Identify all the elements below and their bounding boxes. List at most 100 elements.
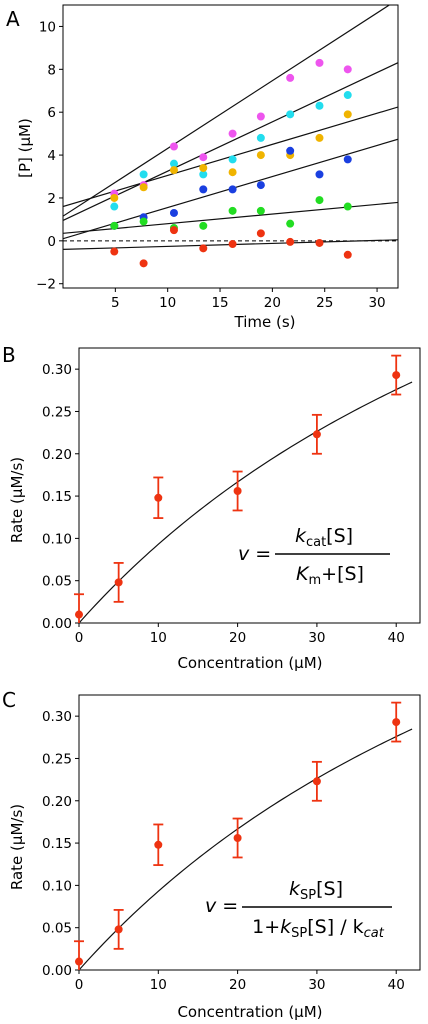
panel-b-point [312, 430, 321, 439]
panel-a-fit-line-2 [63, 62, 398, 222]
panel-a-point-series-5 [228, 206, 237, 215]
panel-a-point-series-5 [139, 217, 148, 226]
panel-a-point-series-2 [139, 170, 148, 179]
panel-c-x-tick-label: 10 [150, 977, 167, 993]
panel-b-x-tick-label: 30 [308, 630, 325, 646]
panel-a-fit-line-1 [63, 5, 391, 217]
panel-c-point [392, 718, 401, 727]
panel-a-y-tick-label: 10 [39, 19, 56, 35]
panel-c-y-tick-label: 0.05 [42, 921, 72, 937]
panel-a-point-series-6 [110, 247, 119, 256]
panel-b-point [75, 610, 83, 619]
panel-a-fit-line-5 [63, 201, 398, 234]
panel-b-x-tick-label: 10 [150, 630, 167, 646]
panel-c-x-tick-label: 20 [229, 977, 246, 993]
panel-c-ylabel: Rate (µM/s) [8, 804, 26, 890]
panel-a-point-series-3 [110, 193, 119, 202]
panel-c-point [154, 840, 163, 849]
panel-c-point [75, 957, 83, 966]
panel-a-xlabel: Time (s) [234, 313, 296, 331]
panel-c-x-tick-label: 40 [388, 977, 405, 993]
panel-a-point-series-3 [228, 168, 237, 177]
panel-a-point-series-2 [256, 133, 265, 142]
panel-letter-c: C [2, 688, 16, 712]
panel-a-point-series-2 [343, 91, 352, 100]
panel-b-x-tick-label: 0 [75, 630, 84, 646]
panel-c-point [114, 925, 123, 934]
panel-c-fit-curve [78, 728, 413, 971]
panel-c-xlabel: Concentration (µM) [177, 1003, 322, 1021]
panel-a-point-series-1 [199, 153, 208, 162]
panel-a-x-tick-label: 5 [111, 295, 120, 311]
panel-a-point-series-2 [315, 101, 324, 110]
panel-a-point-series-2 [199, 170, 208, 179]
panel-b-y-tick-label: 0.00 [42, 616, 72, 632]
panel-a-point-series-1 [315, 58, 324, 67]
panel-a-plot-frame [62, 4, 399, 289]
panel-c: 0 10 20 30 40 0.00 0.05 0.10 0.15 0.20 0.25 0.30 [42, 694, 421, 993]
panel-a-point-series-4 [343, 155, 352, 164]
panel-b-x-tick-label: 40 [388, 630, 405, 646]
panel-b-y-tick-label: 0.15 [42, 489, 72, 505]
panel-a-point-series-4 [199, 185, 208, 194]
panel-a-y-tick-label: 4 [47, 148, 56, 164]
panel-b-y-tick-label: 0.25 [42, 404, 72, 420]
panel-b-equation: v = kcat[S] Km+[S] [238, 525, 390, 588]
panel-a-point-series-5 [315, 196, 324, 205]
panel-c-eq-lhs: v = [205, 895, 238, 917]
panel-a: 5 10 15 20 25 30 −2 0 2 4 6 8 10 [36, 4, 399, 311]
panel-c-y-tick-label: 0.00 [42, 963, 72, 979]
panel-c-y-tick-label: 0.15 [42, 836, 72, 852]
panel-a-y-tick-label: 6 [47, 105, 56, 121]
panel-a-point-series-3 [315, 133, 324, 142]
panel-a-point-series-1 [256, 112, 265, 121]
panel-a-y-tick-label: 0 [47, 234, 56, 250]
panel-b-point [114, 578, 123, 587]
panel-a-point-series-2 [228, 155, 237, 164]
panel-b-point [154, 493, 163, 502]
panel-a-x-tick-label: 20 [264, 295, 281, 311]
panel-c-x-tick-label: 30 [308, 977, 325, 993]
panel-a-point-series-3 [199, 163, 208, 172]
panel-a-point-series-3 [256, 151, 265, 160]
panel-a-point-series-3 [343, 110, 352, 119]
panel-a-x-tick-label: 10 [159, 295, 176, 311]
panel-a-y-tick-label: −2 [36, 277, 56, 293]
panel-a-point-series-5 [343, 202, 352, 211]
panel-b-point [392, 371, 401, 380]
panel-c-eq-numerator: kSP[S] [289, 878, 343, 903]
panel-a-point-series-6 [139, 259, 148, 268]
panel-a-point-series-4 [256, 181, 265, 190]
panel-a-point-series-4 [315, 170, 324, 179]
panel-a-point-series-1 [286, 73, 295, 82]
panel-a-point-series-6 [169, 226, 178, 235]
panel-letter-a: A [6, 7, 20, 31]
panel-c-y-tick-label: 0.25 [42, 751, 72, 767]
panel-a-point-series-2 [110, 202, 119, 211]
panel-a-point-series-6 [343, 250, 352, 259]
panel-c-x-tick-label: 0 [75, 977, 84, 993]
panel-a-point-series-4 [169, 208, 178, 217]
panel-c-point [312, 777, 321, 786]
panel-a-point-series-5 [110, 221, 119, 230]
panel-b-point [233, 487, 242, 495]
panel-a-point-series-1 [169, 142, 178, 151]
panel-a-point-series-2 [169, 159, 178, 168]
panel-a-point-series-4 [286, 146, 295, 155]
panel-a-plot-area [63, 5, 398, 268]
panel-a-point-series-6 [228, 240, 237, 249]
panel-c-y-tick-label: 0.30 [42, 709, 72, 725]
panel-b-y-tick-label: 0.05 [42, 574, 72, 590]
panel-b-fit-curve [78, 381, 413, 624]
panel-a-point-series-4 [228, 185, 237, 194]
panel-b-eq-numerator: kcat[S] [295, 525, 353, 550]
panel-b-eq-denominator: Km+[S] [296, 563, 364, 588]
panel-a-point-series-6 [256, 229, 265, 238]
panel-b-y-tick-label: 0.10 [42, 531, 72, 547]
panel-c-y-tick-label: 0.10 [42, 878, 72, 894]
panel-a-point-series-2 [286, 110, 295, 119]
panel-a-point-series-6 [199, 244, 208, 253]
panel-a-y-tick-label: 8 [47, 62, 56, 78]
panel-a-point-series-5 [199, 221, 208, 230]
